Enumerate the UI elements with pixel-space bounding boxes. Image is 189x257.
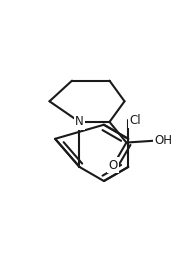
Text: O: O xyxy=(109,159,118,172)
Text: OH: OH xyxy=(155,134,173,147)
Text: Cl: Cl xyxy=(129,114,141,126)
Text: N: N xyxy=(75,115,84,128)
